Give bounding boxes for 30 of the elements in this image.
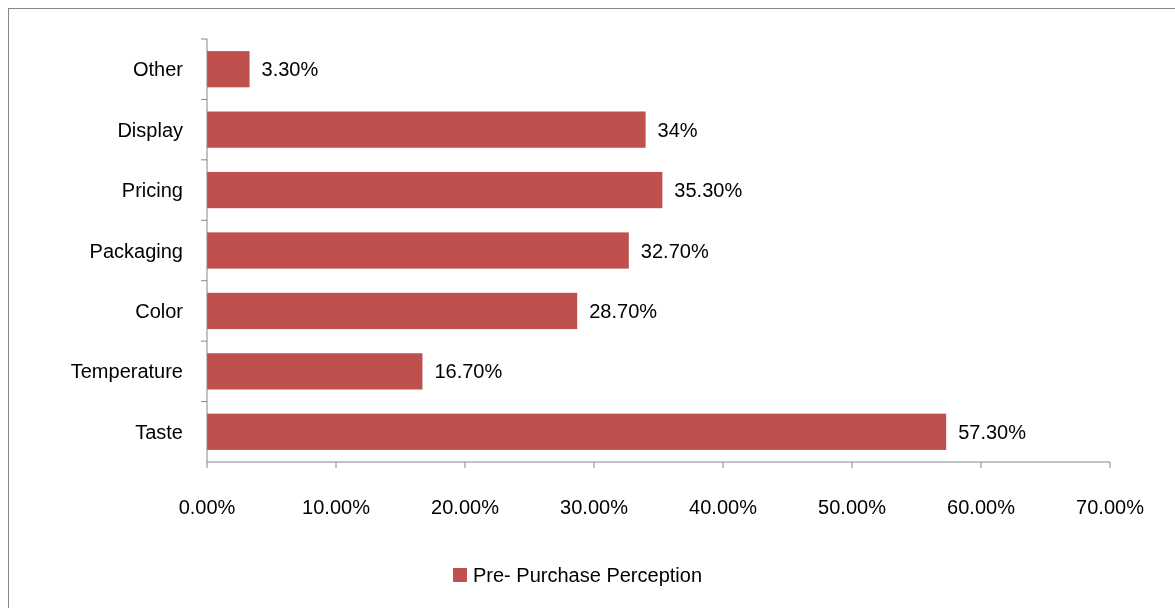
x-tick-label: 50.00%: [818, 496, 887, 518]
bar: [207, 232, 629, 269]
bar: [207, 171, 663, 209]
data-label: 3.30%: [261, 58, 319, 81]
x-tick-label: 60.00%: [947, 496, 1016, 518]
bar: [207, 51, 250, 88]
data-label: 28.70%: [589, 299, 658, 322]
data-label: 16.70%: [434, 360, 503, 383]
y-tick-label: Packaging: [89, 239, 183, 262]
y-tick-label: Display: [117, 118, 183, 141]
legend-label: Pre- Purchase Perception: [473, 564, 703, 586]
data-label: 57.30%: [958, 420, 1027, 443]
x-tick-label: 10.00%: [302, 496, 371, 518]
x-tick-label: 0.00%: [178, 496, 236, 518]
data-label: 34%: [657, 118, 698, 141]
data-label: 35.30%: [674, 179, 743, 202]
x-tick-label: 20.00%: [431, 496, 500, 518]
x-tick-label: 40.00%: [689, 496, 758, 518]
bar: [207, 111, 646, 148]
bar: [207, 292, 578, 330]
y-tick-label: Pricing: [121, 179, 183, 202]
y-tick-label: Temperature: [70, 360, 183, 383]
x-tick-label: 30.00%: [560, 496, 629, 518]
y-tick-label: Taste: [135, 420, 183, 443]
data-label: 32.70%: [640, 239, 709, 262]
y-tick-label: Color: [135, 299, 184, 322]
bar: [207, 353, 423, 390]
y-tick-label: Other: [132, 58, 184, 81]
bar: [207, 413, 947, 450]
x-tick-label: 70.00%: [1076, 496, 1145, 518]
